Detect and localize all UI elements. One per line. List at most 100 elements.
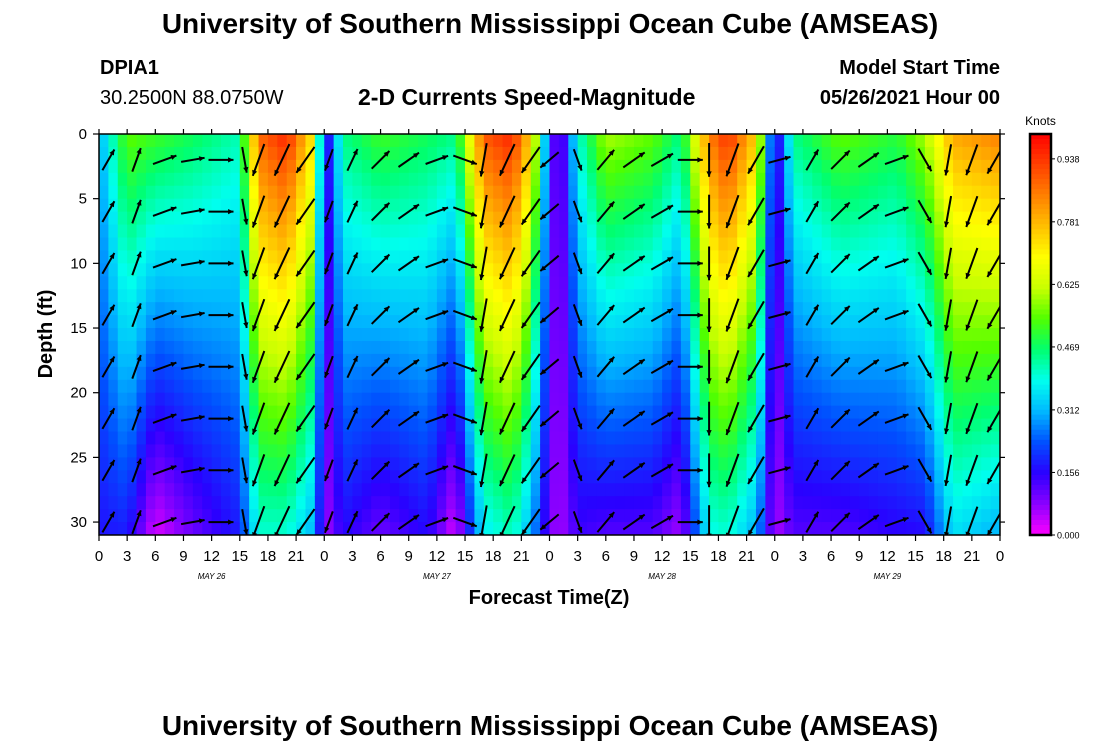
- vector-head: [813, 201, 819, 208]
- heatmap-cell: [164, 483, 175, 497]
- vector-head: [902, 258, 909, 264]
- heatmap-cell: [286, 496, 297, 510]
- heatmap-cell: [117, 315, 128, 329]
- heatmap-cell: [333, 172, 344, 187]
- heatmap-cell: [239, 276, 250, 290]
- current-vector: [805, 148, 820, 171]
- heatmap-cell: [587, 276, 598, 290]
- heatmap-cell: [343, 509, 354, 523]
- heatmap-cell: [389, 431, 400, 446]
- heatmap-cell: [521, 379, 532, 394]
- heatmap-cell: [755, 159, 766, 174]
- heatmap-cell: [671, 405, 682, 420]
- heatmap-cell: [352, 496, 363, 510]
- heatmap-cell: [446, 159, 457, 174]
- heatmap-cell: [427, 250, 438, 264]
- heatmap-cell: [277, 457, 288, 471]
- colorbar-segment: [1030, 444, 1051, 451]
- heatmap-cell: [953, 263, 964, 277]
- current-vector: [830, 253, 851, 274]
- vector-shaft: [498, 402, 516, 435]
- heatmap-cell: [493, 315, 504, 329]
- heatmap-cell: [934, 159, 945, 174]
- heatmap-cell: [605, 237, 616, 252]
- heatmap-cell: [633, 224, 644, 239]
- heatmap-cell: [258, 496, 269, 510]
- current-vector: [152, 516, 177, 528]
- heatmap-cell: [249, 470, 260, 484]
- heatmap-cell: [258, 276, 269, 290]
- heatmap-cell: [474, 302, 485, 316]
- heatmap-cell: [202, 159, 213, 174]
- heatmap-cell: [643, 198, 654, 213]
- vector-head: [228, 312, 234, 318]
- heatmap-cell: [558, 457, 569, 471]
- heatmap-cell: [577, 276, 588, 290]
- heatmap-cell: [267, 172, 278, 187]
- heatmap-cell: [859, 483, 870, 497]
- current-vector: [944, 454, 953, 487]
- heatmap-cell: [408, 431, 419, 446]
- vector-head: [902, 465, 909, 471]
- heatmap-cell: [849, 263, 860, 277]
- heatmap-cell: [746, 509, 757, 523]
- heatmap-cell: [352, 185, 363, 200]
- heatmap-cell: [267, 302, 278, 316]
- heatmap-cell: [709, 379, 720, 394]
- heatmap-cell: [511, 522, 522, 535]
- colorbar-segment: [1030, 454, 1051, 461]
- heatmap-cell: [333, 185, 344, 200]
- heatmap-cell: [221, 276, 231, 290]
- heatmap-cell: [333, 522, 344, 535]
- heatmap-cell: [164, 224, 175, 239]
- heatmap-cell: [465, 444, 476, 458]
- heatmap-cell: [633, 172, 644, 187]
- heatmap-cell: [971, 340, 982, 355]
- vector-head: [296, 373, 302, 380]
- heatmap-cell: [962, 224, 973, 239]
- heatmap-cell: [408, 379, 419, 394]
- colorbar-segment: [1030, 274, 1051, 280]
- heatmap-cell: [699, 134, 710, 148]
- heatmap-cell: [145, 328, 156, 342]
- heatmap-cell: [812, 340, 823, 355]
- heatmap-cell: [896, 431, 907, 446]
- current-vector: [596, 459, 615, 481]
- heatmap-cell: [718, 418, 729, 433]
- heatmap-cell: [324, 483, 335, 497]
- vector-head: [608, 149, 615, 156]
- heatmap-cell: [465, 276, 476, 290]
- vector-head: [725, 429, 731, 435]
- heatmap-cell: [849, 276, 860, 290]
- heatmap-cell: [455, 250, 466, 264]
- vector-shaft: [965, 195, 979, 228]
- heatmap-cell: [230, 496, 241, 510]
- heatmap-cell: [117, 224, 128, 239]
- heatmap-cell: [765, 496, 776, 510]
- heatmap-cell: [990, 457, 1000, 471]
- heatmap-cell: [831, 522, 842, 535]
- heatmap-cell: [774, 224, 785, 239]
- heatmap-cell: [267, 470, 278, 484]
- heatmap-cell: [558, 289, 569, 303]
- current-vector: [498, 298, 516, 332]
- heatmap-cell: [145, 237, 156, 252]
- heatmap-cell: [887, 522, 898, 535]
- heatmap-cell: [436, 172, 447, 187]
- heatmap-cell: [418, 237, 429, 252]
- heatmap-cell: [436, 522, 447, 535]
- heatmap-cell: [465, 185, 476, 200]
- heatmap-cell: [117, 418, 128, 433]
- heatmap-cell: [859, 431, 870, 446]
- heatmap-cell: [267, 379, 278, 394]
- vector-head: [499, 324, 505, 331]
- heatmap-cell: [727, 379, 738, 394]
- heatmap-cell: [155, 457, 166, 471]
- heatmap-cell: [155, 276, 166, 290]
- heatmap-cell: [821, 315, 832, 329]
- x-tick-label: 15: [231, 548, 248, 565]
- heatmap-cell: [502, 250, 513, 264]
- heatmap-cell: [127, 392, 138, 407]
- heatmap-cell: [127, 315, 138, 329]
- heatmap-cell: [755, 211, 766, 226]
